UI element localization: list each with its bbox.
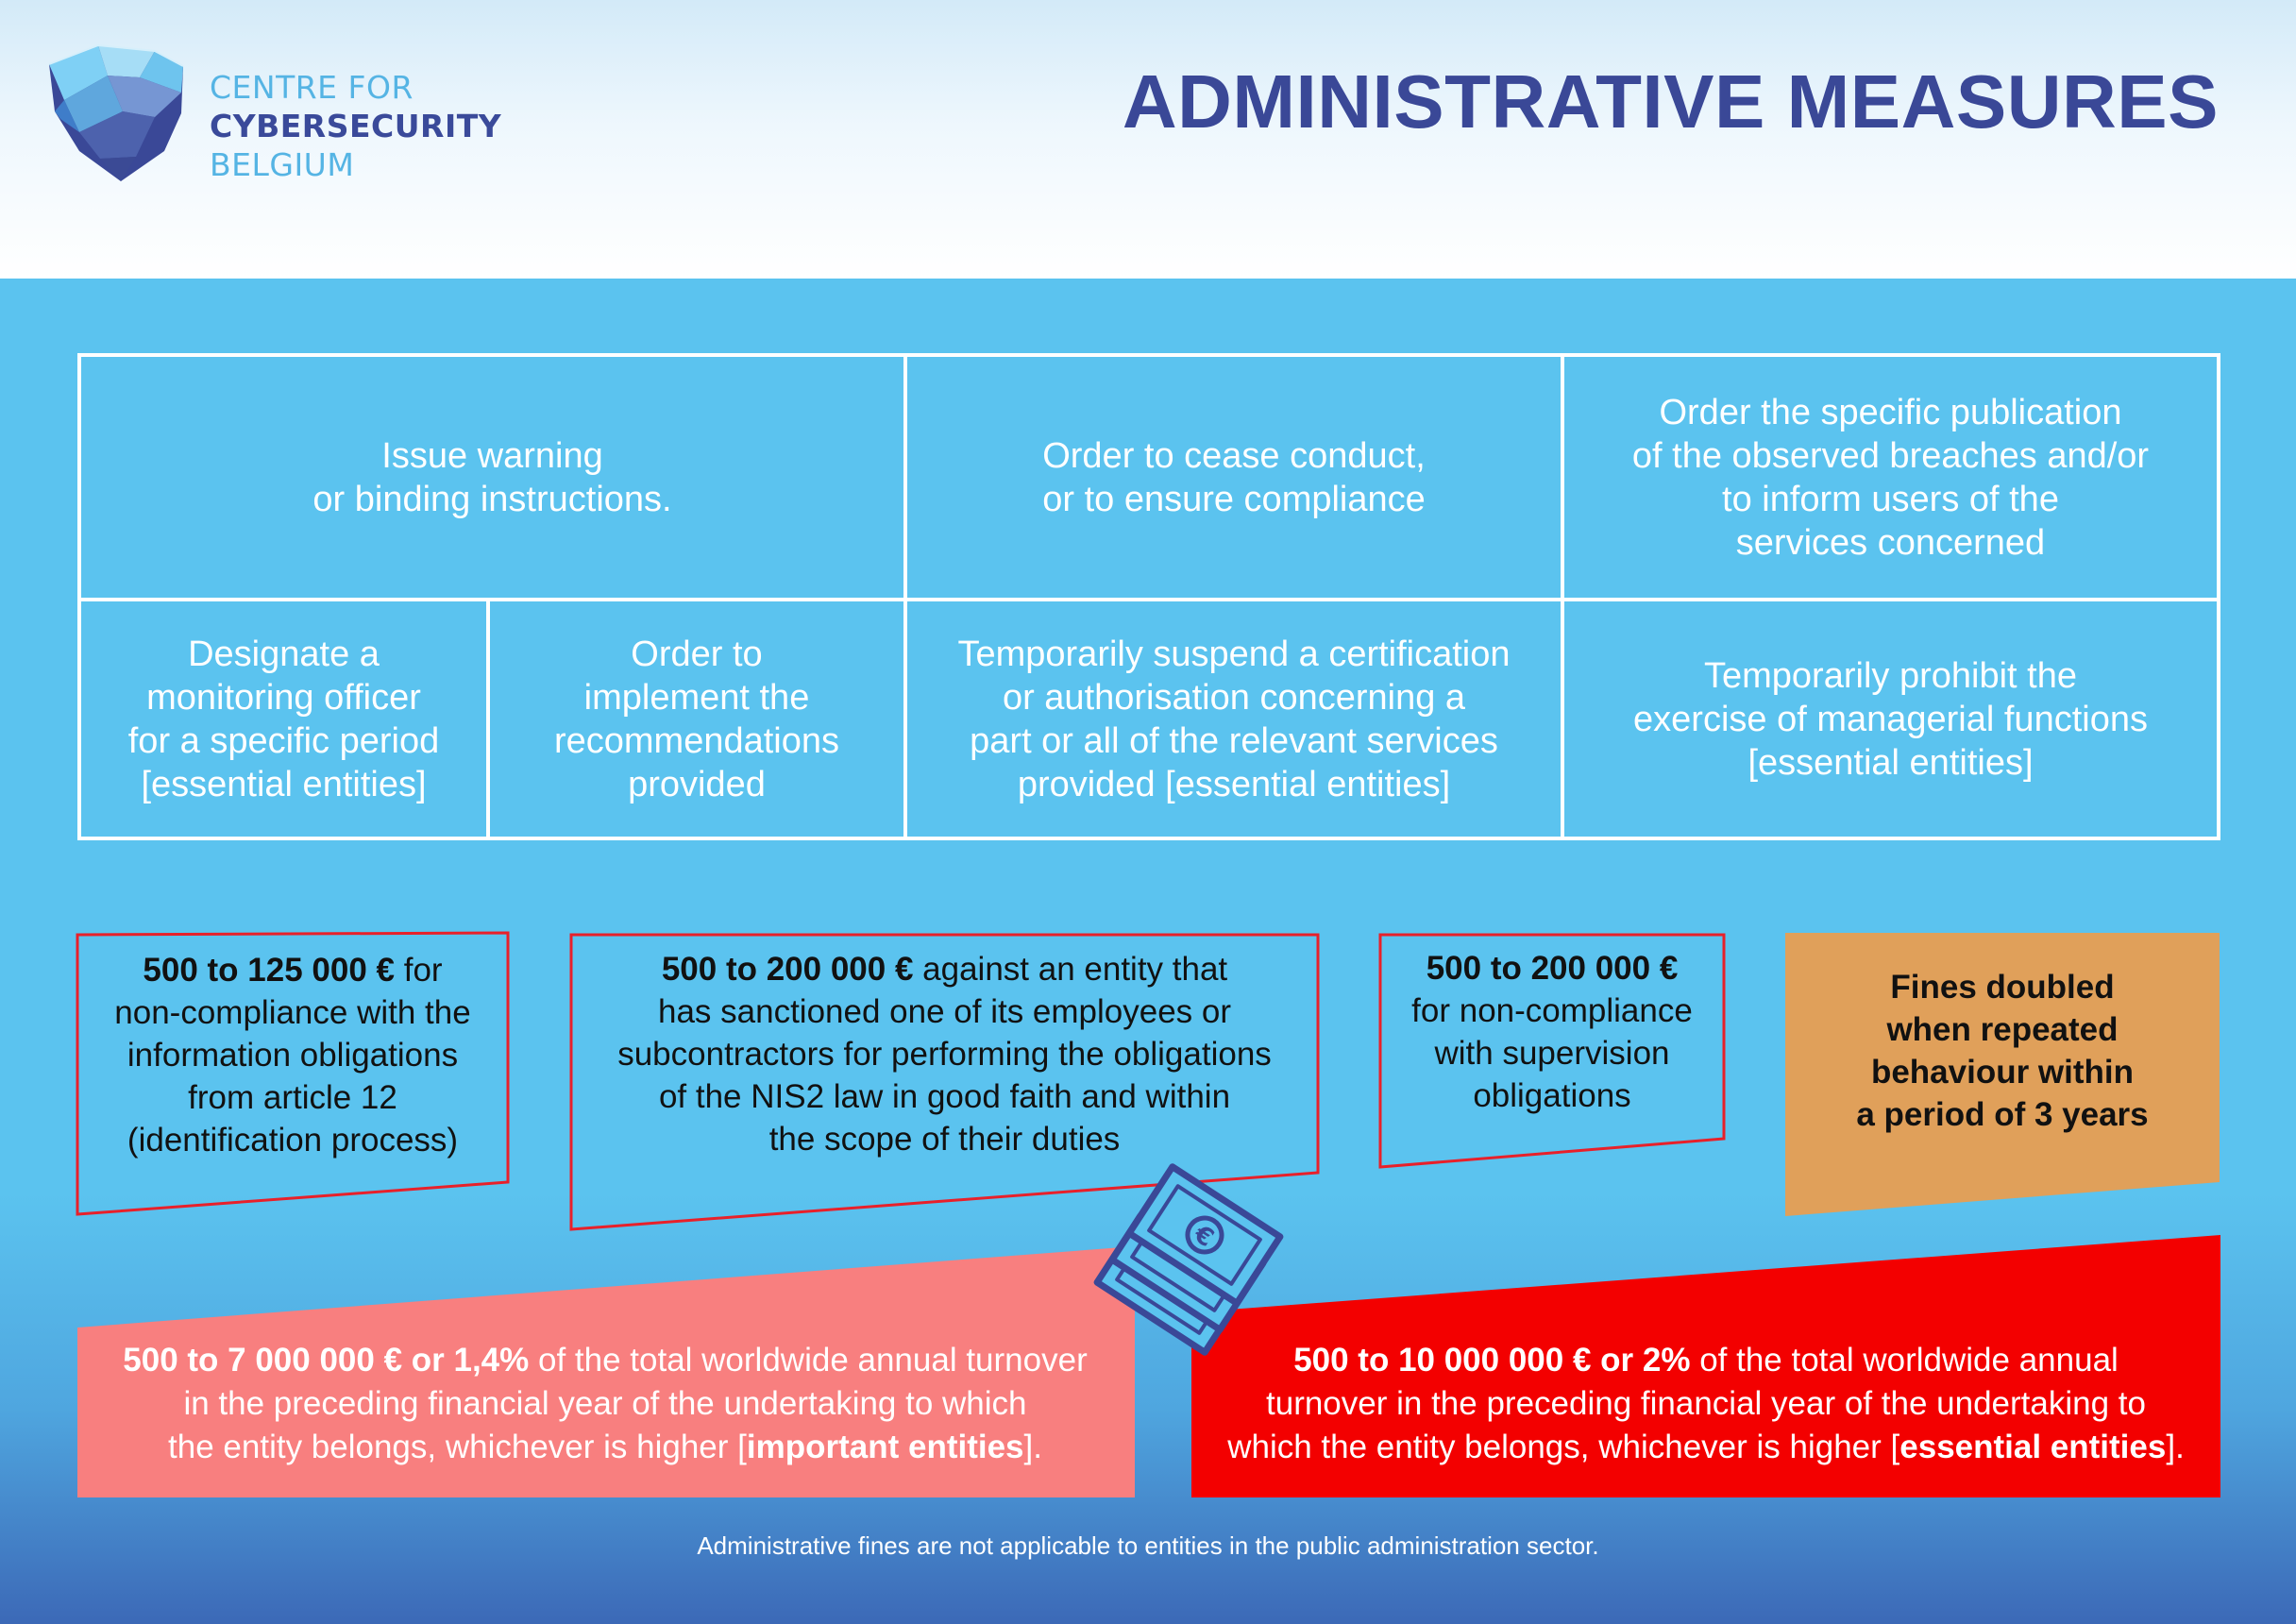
logo-wordmark: CENTRE FOR CYBERSECURITY BELGIUM: [210, 68, 501, 184]
fine-text: the entity belongs, whichever is higher …: [168, 1429, 747, 1465]
fine-text: with supervision: [1434, 1035, 1670, 1072]
fine-text: for non-compliance: [1411, 992, 1693, 1029]
fine-text: of the NIS2 law in good faith and within: [658, 1077, 1231, 1115]
fine-amount: 500 to 200 000 €: [1426, 950, 1679, 987]
fine-text: in the preceding financial year of the u…: [183, 1385, 1027, 1422]
fine-box-supervision: 500 to 200 000 € for non-compliance with…: [1378, 933, 1726, 1169]
measure-monitoring-line: for a specific period: [127, 720, 440, 761]
fine-box-sanctioned-employees: 500 to 200 000 € against an entity that …: [569, 933, 1320, 1231]
logo-line-3: BELGIUM: [210, 146, 355, 183]
fine-text: obligations: [1473, 1077, 1631, 1114]
measure-warning-line: Issue warning: [381, 435, 603, 476]
fine-text: of the total worldwide annual turnover: [529, 1342, 1088, 1379]
fine-essential-entities: 500 to 10 000 000 € or 2% of the total w…: [1191, 1339, 2220, 1469]
measure-prohibit-line: Temporarily prohibit the: [1704, 655, 2077, 696]
page-title: ADMINISTRATIVE MEASURES: [1122, 59, 2219, 144]
measure-monitoring: Designate a monitoring officer for a spe…: [81, 601, 486, 837]
grid-divider-h: [81, 598, 2217, 601]
measure-publication-line: of the observed breaches and/or: [1631, 435, 2150, 476]
fine-amount: 500 to 10 000 000 € or 2%: [1293, 1342, 1691, 1379]
fine-text: information obligations: [127, 1036, 459, 1074]
footnote: Administrative fines are not applicable …: [697, 1531, 1599, 1560]
measure-warning: Issue warning or binding instructions.: [81, 357, 903, 598]
measure-implement-line: recommendations: [553, 720, 840, 761]
measure-implement-line: implement the: [583, 677, 810, 718]
fine-text: Fines doubled: [1890, 969, 2115, 1006]
fine-text: the scope of their duties: [768, 1120, 1121, 1158]
measure-prohibit-line: exercise of managerial functions: [1633, 699, 2148, 739]
banknotes-euro-icon: €: [1093, 1163, 1284, 1356]
fine-text: which the entity belongs, whichever is h…: [1227, 1429, 1900, 1465]
fine-box-outline: [1378, 933, 1726, 1169]
measure-publication-line: to inform users of the: [1722, 479, 2059, 519]
fine-text: ].: [1023, 1429, 1042, 1465]
logo-line-1: CENTRE FOR: [210, 69, 414, 106]
fine-important-entities: 500 to 7 000 000 € or 1,4% of the total …: [81, 1339, 1129, 1469]
fine-box-outline: [76, 931, 510, 1216]
measure-suspend: Temporarily suspend a certification or a…: [907, 601, 1561, 837]
header: CENTRE FOR CYBERSECURITY BELGIUM ADMINIS…: [0, 0, 2296, 279]
fine-text: for: [395, 951, 443, 989]
essential-fine-fill: [1191, 1235, 2220, 1497]
fine-text: behaviour within: [1870, 1054, 2135, 1091]
fine-text: subcontractors for performing the obliga…: [617, 1035, 1272, 1073]
entity-type: important entities: [746, 1429, 1024, 1465]
fine-amount: 500 to 125 000 €: [143, 951, 395, 989]
measure-publication: Order the specific publication of the ob…: [1564, 357, 2217, 598]
measure-implement: Order to implement the recommendations p…: [490, 601, 903, 837]
measure-cease-line: Order to cease conduct,: [1042, 435, 1426, 476]
entity-type: essential entities: [1899, 1429, 2167, 1465]
measures-grid: Issue warning or binding instructions. O…: [77, 353, 2220, 840]
shield-logo-icon: [48, 43, 184, 181]
measure-suspend-line: provided [essential entities]: [1017, 764, 1451, 804]
fine-text: (identification process): [127, 1121, 459, 1159]
fine-box-fill: [1785, 933, 2220, 1216]
fine-text: ].: [2166, 1429, 2185, 1465]
important-fine-fill: [77, 1246, 1135, 1497]
logo-line-2: CYBERSECURITY: [210, 108, 502, 144]
measure-suspend-line: part or all of the relevant services: [970, 720, 1498, 761]
grid-divider-v2: [1561, 357, 1564, 837]
measure-implement-line: Order to: [631, 634, 763, 674]
big-fines-shapes: [77, 1235, 2220, 1497]
fine-text: when repeated: [1886, 1011, 2119, 1048]
fine-box-doubled: Fines doubled when repeated behaviour wi…: [1785, 933, 2220, 1216]
grid-divider-v1: [903, 357, 907, 837]
fine-text: has sanctioned one of its employees or: [657, 992, 1232, 1030]
fine-text: turnover in the preceding financial year…: [1266, 1385, 2146, 1422]
measure-warning-line: or binding instructions.: [312, 479, 672, 519]
fine-box-outline: [569, 933, 1320, 1231]
grid-divider-v3: [486, 600, 490, 837]
measure-suspend-line: Temporarily suspend a certification: [957, 634, 1511, 674]
fine-amount: 500 to 200 000 €: [661, 950, 914, 988]
measure-cease-line: or to ensure compliance: [1042, 479, 1426, 519]
measure-monitoring-line: Designate a: [188, 634, 380, 674]
measure-prohibit-line: [essential entities]: [1747, 742, 2034, 783]
fine-text: non-compliance with the: [114, 993, 471, 1031]
measure-publication-line: services concerned: [1735, 522, 2046, 563]
measure-suspend-line: or authorisation concerning a: [1002, 677, 1466, 718]
fine-text: of the total worldwide annual: [1690, 1342, 2119, 1379]
fine-box-info-obligations: 500 to 125 000 € for non-compliance with…: [76, 931, 510, 1216]
measure-cease: Order to cease conduct, or to ensure com…: [907, 357, 1561, 598]
measure-publication-line: Order the specific publication: [1659, 392, 2122, 432]
fine-text: a period of 3 years: [1856, 1096, 2149, 1133]
measure-monitoring-line: monitoring officer: [146, 677, 421, 718]
fine-amount: 500 to 7 000 000 € or 1,4%: [123, 1342, 530, 1379]
fine-text: from article 12: [188, 1078, 397, 1116]
measure-prohibit: Temporarily prohibit the exercise of man…: [1564, 601, 2217, 837]
fine-text: against an entity that: [913, 950, 1228, 988]
measure-implement-line: provided: [628, 764, 766, 804]
measure-monitoring-line: [essential entities]: [141, 764, 427, 804]
